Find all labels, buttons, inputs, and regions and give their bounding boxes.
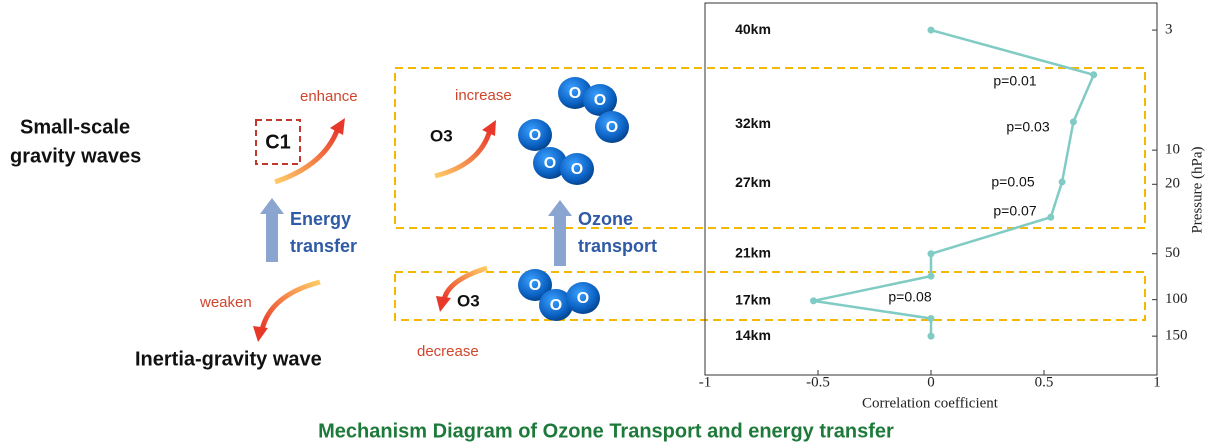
atom-letter: O xyxy=(594,92,606,109)
y2-tick-label: 100 xyxy=(1165,291,1188,307)
y-tick-label: 32km xyxy=(735,115,771,131)
weaken-arrow-head xyxy=(253,326,268,342)
ozone-atom xyxy=(518,269,552,301)
y2-tick-label: 3 xyxy=(1165,22,1173,38)
y2-tick-label: 10 xyxy=(1165,142,1180,158)
x-tick-label: -0.5 xyxy=(806,374,830,390)
energy-label: transfer xyxy=(290,236,357,256)
x-axis-label: Correlation coefficient xyxy=(862,395,999,411)
weaken-label: weaken xyxy=(199,294,252,311)
p-value: p=0.03 xyxy=(1006,119,1049,135)
p-value: p=0.08 xyxy=(888,289,931,305)
increase-arrow xyxy=(434,129,493,179)
increase-label: increase xyxy=(455,87,512,104)
ozone-atom xyxy=(533,147,567,179)
upper-label: Small-scale xyxy=(20,116,130,138)
atom-letter: O xyxy=(529,127,541,144)
y2-tick-label: 50 xyxy=(1165,245,1180,261)
upper-label: gravity waves xyxy=(10,145,141,167)
enhance-arrow xyxy=(274,127,341,185)
point xyxy=(1047,213,1055,221)
atom-letter: O xyxy=(550,297,562,314)
x-tick-label: -1 xyxy=(699,374,712,390)
y-tick-label: 14km xyxy=(735,327,771,343)
y2-axis-label: Pressure (hPa) xyxy=(1189,146,1205,233)
ozone-atom xyxy=(595,111,629,143)
increase-arrow-head xyxy=(482,120,496,136)
c1-box xyxy=(255,119,301,165)
p-value: p=0.05 xyxy=(991,174,1034,190)
y2-tick-label: 150 xyxy=(1165,328,1188,344)
y-tick-label: 21km xyxy=(735,244,771,260)
ozone-label: Ozone xyxy=(578,209,633,229)
y-tick-label: 27km xyxy=(735,174,771,190)
y2-tick-label: 20 xyxy=(1165,176,1180,192)
atom-letter: O xyxy=(571,161,583,178)
atom-letter: O xyxy=(569,85,581,102)
point xyxy=(809,297,817,305)
lower-label: Inertia-gravity wave xyxy=(135,348,322,370)
point xyxy=(1058,178,1066,186)
chart: -1 -0.5 0 0.5 1 40km 32km 27km 21km 17km 14km 3 10 20… xyxy=(699,2,1188,390)
decrease-arrow xyxy=(441,265,488,301)
line xyxy=(813,28,1096,337)
title: Mechanism Diagram of Ozone Transport and… xyxy=(318,420,894,442)
x-tick-label: 1 xyxy=(1153,374,1161,390)
point xyxy=(927,332,935,340)
ozone-atom xyxy=(560,153,594,185)
ozone-atom xyxy=(518,119,552,151)
decrease-arrow-head xyxy=(436,296,451,312)
point xyxy=(927,250,935,258)
ozone-atom xyxy=(583,84,617,116)
energy-arrow xyxy=(266,212,278,262)
decrease-label: decrease xyxy=(417,343,479,360)
point xyxy=(927,314,935,322)
point xyxy=(927,26,935,34)
atom-letter: O xyxy=(577,290,589,307)
x-tick-label: 0 xyxy=(927,374,935,390)
enhance-arrow-head xyxy=(330,118,345,135)
lower-box xyxy=(394,271,1146,321)
ozone-atom xyxy=(539,289,573,321)
weaken-arrow xyxy=(259,279,321,331)
o3-label: O3 xyxy=(430,126,453,145)
enhance-label: enhance xyxy=(300,88,358,105)
atom-letter: O xyxy=(544,155,556,172)
point xyxy=(927,272,935,280)
c1-label: C1 xyxy=(265,131,291,153)
ozone-label: transport xyxy=(578,236,657,256)
y-tick-label: 40km xyxy=(735,21,771,37)
atom-letter: O xyxy=(529,277,541,294)
ozone-arrow xyxy=(554,214,566,266)
ozone-arrow-head xyxy=(548,200,572,216)
point xyxy=(1069,118,1077,126)
point xyxy=(1090,71,1098,79)
energy-label: Energy xyxy=(290,209,351,229)
energy-arrow-head xyxy=(260,198,284,214)
ozone-atom xyxy=(566,282,600,314)
p-value: p=0.07 xyxy=(993,203,1036,219)
o3-label: O3 xyxy=(457,291,480,310)
y-tick-label: 17km xyxy=(735,292,771,308)
atom-letter: O xyxy=(606,119,618,136)
p-value: p=0.01 xyxy=(993,73,1036,89)
x-tick-label: 0.5 xyxy=(1035,374,1054,390)
